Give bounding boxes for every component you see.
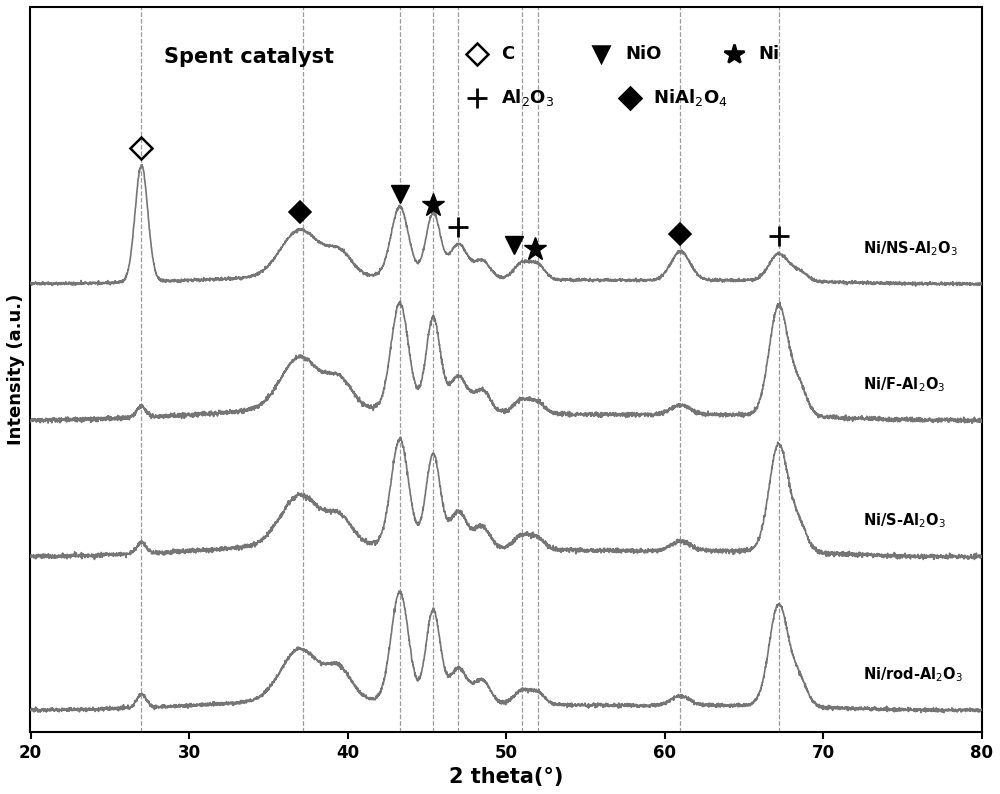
Text: Ni/S-Al$_2$O$_3$: Ni/S-Al$_2$O$_3$ (863, 512, 946, 530)
Text: NiO: NiO (625, 45, 661, 63)
Text: Spent catalyst: Spent catalyst (164, 47, 334, 67)
Text: Ni/F-Al$_2$O$_3$: Ni/F-Al$_2$O$_3$ (863, 376, 945, 394)
X-axis label: 2 theta(°): 2 theta(°) (449, 767, 563, 787)
Text: Al$_2$O$_3$: Al$_2$O$_3$ (501, 87, 554, 108)
Text: Ni/NS-Al$_2$O$_3$: Ni/NS-Al$_2$O$_3$ (863, 239, 958, 257)
Y-axis label: Intensity (a.u.): Intensity (a.u.) (7, 294, 25, 445)
Text: Ni/rod-Al$_2$O$_3$: Ni/rod-Al$_2$O$_3$ (863, 665, 963, 684)
Text: C: C (501, 45, 515, 63)
Text: Ni: Ni (758, 45, 779, 63)
Text: NiAl$_2$O$_4$: NiAl$_2$O$_4$ (653, 87, 728, 108)
